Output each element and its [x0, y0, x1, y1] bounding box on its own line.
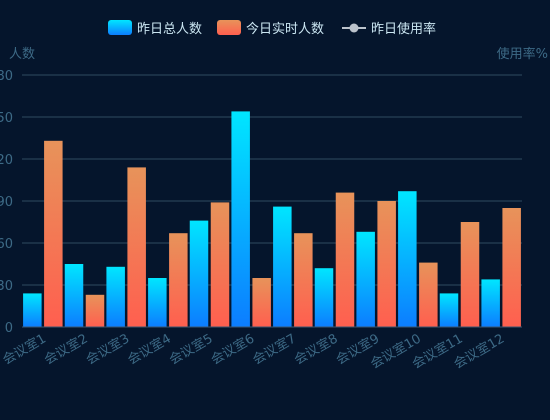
x-tick-label: 会议室5	[167, 331, 216, 368]
bar-yesterday-total[interactable]	[64, 264, 84, 327]
bar-today-realtime[interactable]	[169, 233, 188, 327]
bar-today-realtime[interactable]	[252, 278, 271, 327]
bar-today-realtime[interactable]	[127, 167, 146, 327]
x-tick-label: 会议室1	[0, 331, 49, 368]
legend-label-yesterday-total: 昨日总人数	[137, 22, 202, 37]
y-tick-label: 60	[0, 237, 13, 252]
bar-yesterday-total[interactable]	[148, 278, 167, 327]
bar-today-realtime[interactable]	[294, 233, 313, 327]
bar-today-realtime[interactable]	[502, 208, 521, 327]
y-tick-label: 180	[0, 69, 13, 84]
legend-marker-yesterday-usage	[349, 23, 359, 33]
bar-today-realtime[interactable]	[377, 201, 396, 327]
bar-yesterday-total[interactable]	[273, 206, 292, 327]
x-tick-label: 会议室8	[292, 331, 341, 368]
y-tick-label: 30	[0, 279, 13, 294]
bar-yesterday-total[interactable]	[481, 279, 500, 327]
bars	[22, 111, 522, 328]
bar-yesterday-total[interactable]	[439, 293, 459, 327]
legend-item-yesterday-usage[interactable]: 昨日使用率	[342, 21, 436, 37]
x-tick-label: 会议室3	[83, 331, 132, 368]
bar-today-realtime[interactable]	[460, 222, 480, 327]
bar-yesterday-total[interactable]	[23, 293, 42, 327]
bar-yesterday-total[interactable]	[231, 111, 250, 328]
bar-today-realtime[interactable]	[44, 140, 63, 327]
y-tick-label: 120	[0, 153, 13, 168]
x-axis-ticks: 会议室1会议室2会议室3会议室4会议室5会议室6会议室7会议室8会议室9会议室1…	[0, 331, 507, 373]
gridlines	[22, 74, 522, 328]
y-tick-label: 90	[0, 195, 13, 210]
bar-yesterday-total[interactable]	[314, 268, 334, 327]
bar-yesterday-total[interactable]	[106, 266, 125, 327]
legend-swatch-yesterday-total	[108, 20, 132, 35]
bar-today-realtime[interactable]	[419, 262, 438, 327]
y-axis-right-label: 使用率%	[497, 46, 548, 62]
legend-item-yesterday-total[interactable]: 昨日总人数	[108, 20, 202, 37]
x-tick-label: 会议室7	[250, 331, 299, 368]
legend-label-yesterday-usage: 昨日使用率	[371, 21, 436, 37]
legend-label-today-realtime: 今日实时人数	[246, 21, 324, 37]
legend-swatch-today-realtime	[217, 20, 241, 35]
legend-item-today-realtime[interactable]: 今日实时人数	[217, 20, 324, 37]
bar-yesterday-total[interactable]	[398, 191, 417, 327]
y-tick-label: 150	[0, 111, 13, 126]
bar-yesterday-total[interactable]	[189, 220, 209, 327]
x-tick-label: 会议室2	[42, 331, 91, 368]
y-axis-left-label: 人数	[9, 47, 35, 62]
bar-yesterday-total[interactable]	[356, 231, 375, 327]
bar-today-realtime[interactable]	[335, 192, 355, 327]
y-tick-label: 0	[5, 321, 13, 336]
x-tick-label: 会议室6	[208, 331, 257, 368]
bar-today-realtime[interactable]	[85, 294, 105, 327]
y-axis-ticks: 0 30 60 90 120 150 180	[0, 69, 13, 336]
bar-today-realtime[interactable]	[210, 202, 230, 327]
x-tick-label: 会议室4	[125, 331, 174, 368]
legend[interactable]: 昨日总人数 今日实时人数 昨日使用率	[108, 20, 436, 37]
